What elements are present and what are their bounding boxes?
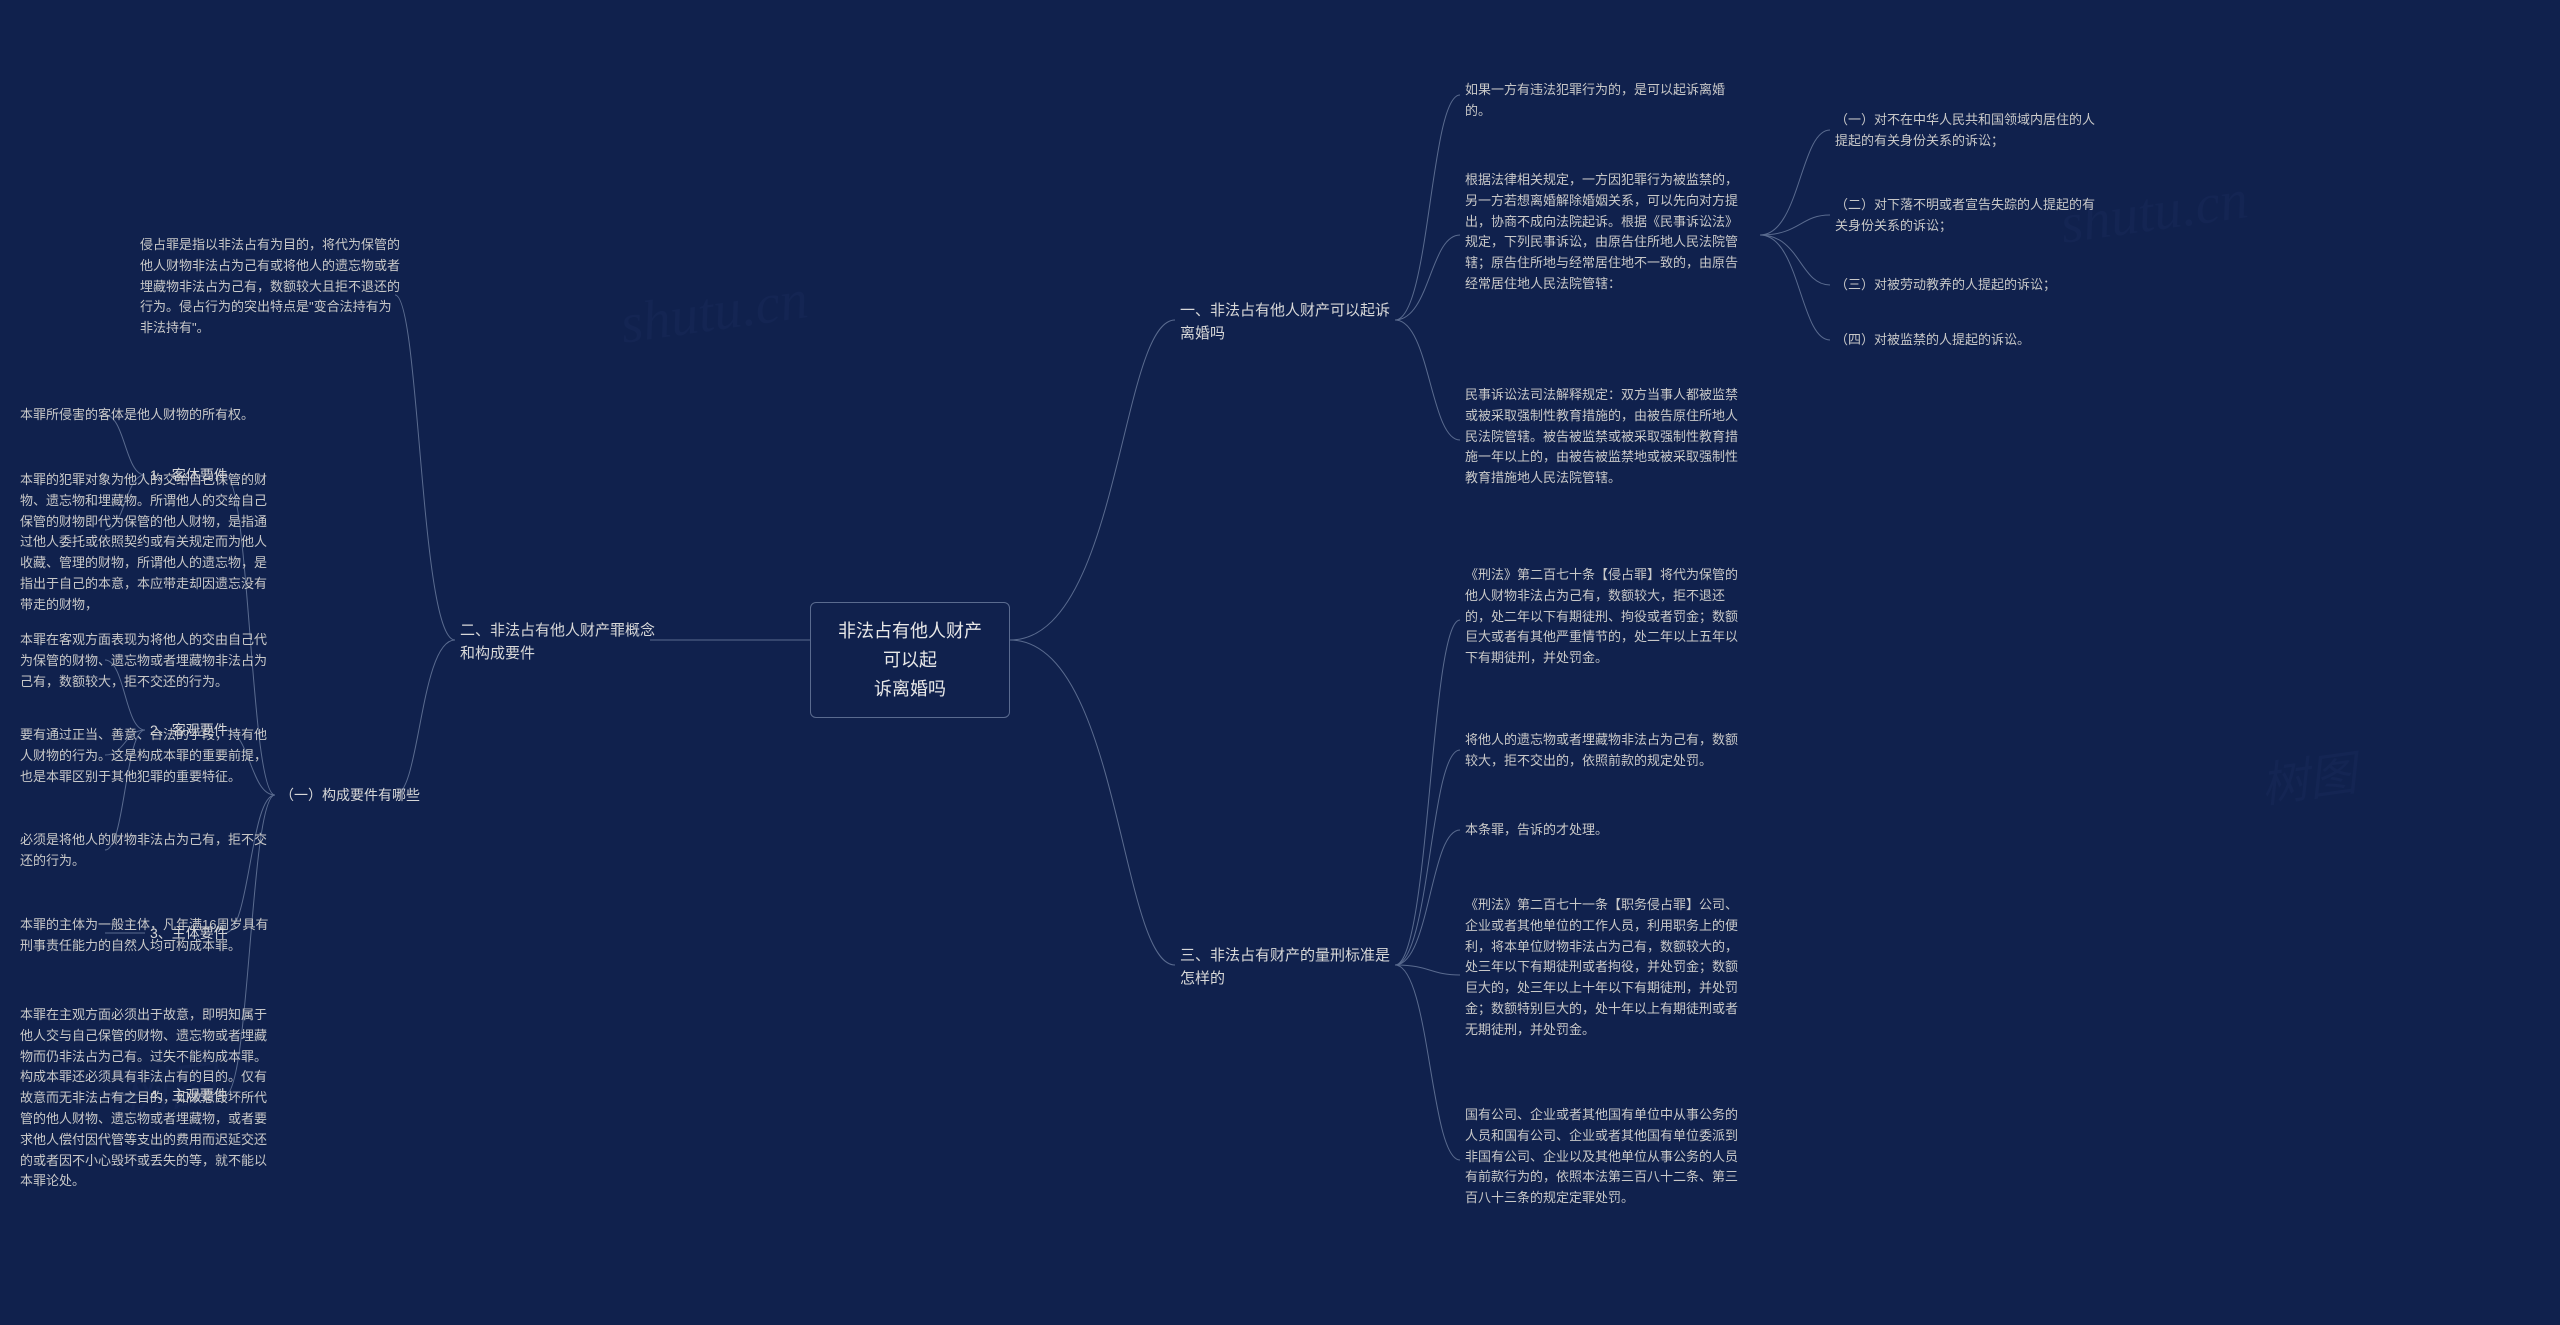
branch1-sub-2: （三）对被劳动教养的人提起的诉讼； — [1835, 275, 2056, 296]
watermark-shutu-1: shutu.cn — [616, 267, 811, 357]
branch3-leaf-1: 将他人的遗忘物或者埋藏物非法占为己有，数额较大，拒不交出的，依照前款的规定处罚。 — [1465, 730, 1745, 772]
branch2-intro: 侵占罪是指以非法占有为目的，将代为保管的他人财物非法占为己有或将他人的遗忘物或者… — [140, 235, 400, 339]
center-node: 非法占有他人财产可以起 诉离婚吗 — [810, 602, 1010, 718]
item1-leaf-0: 本罪所侵害的客体是他人财物的所有权。 — [20, 405, 275, 426]
branch1-label: 一、非法占有他人财产可以起诉离婚吗 — [1180, 300, 1400, 345]
item3-leaf-0: 本罪的主体为一般主体，凡年满16周岁具有刑事责任能力的自然人均可构成本罪。 — [20, 915, 275, 957]
branch3-leaf-4: 国有公司、企业或者其他国有单位中从事公务的人员和国有公司、企业或者其他国有单位委… — [1465, 1105, 1745, 1209]
branch3-leaf-2: 本条罪，告诉的才处理。 — [1465, 820, 1608, 841]
branch2-sub1-label: （一）构成要件有哪些 — [280, 785, 420, 806]
watermark-tree-2: 树图 — [2256, 734, 2361, 817]
center-title-line2: 诉离婚吗 — [833, 675, 987, 704]
branch3-label: 三、非法占有财产的量刑标准是怎样的 — [1180, 945, 1400, 990]
item2-leaf-1: 要有通过正当、善意、合法的手段，持有他人财物的行为。这是构成本罪的重要前提，也是… — [20, 725, 275, 787]
branch2-label: 二、非法占有他人财产罪概念和构成要件 — [460, 620, 655, 665]
branch1-sub-1: （二）对下落不明或者宣告失踪的人提起的有关身份关系的诉讼； — [1835, 195, 2095, 237]
branch1-leaf-1: 根据法律相关规定，一方因犯罪行为被监禁的，另一方若想离婚解除婚姻关系，可以先向对… — [1465, 170, 1745, 295]
center-title-line1: 非法占有他人财产可以起 — [833, 617, 987, 675]
item4-leaf-0: 本罪在主观方面必须出于故意，即明知属于他人交与自己保管的财物、遗忘物或者埋藏物而… — [20, 1005, 275, 1192]
branch3-leaf-0: 《刑法》第二百七十条【侵占罪】将代为保管的他人财物非法占为己有，数额较大，拒不退… — [1465, 565, 1745, 669]
item2-leaf-0: 本罪在客观方面表现为将他人的交由自己代为保管的财物、遗忘物或者埋藏物非法占为己有… — [20, 630, 275, 692]
branch1-sub-3: （四）对被监禁的人提起的诉讼。 — [1835, 330, 2030, 351]
item2-leaf-2: 必须是将他人的财物非法占为己有，拒不交还的行为。 — [20, 830, 275, 872]
branch1-leaf-0: 如果一方有违法犯罪行为的，是可以起诉离婚的。 — [1465, 80, 1745, 122]
branch1-leaf-2: 民事诉讼法司法解释规定：双方当事人都被监禁或被采取强制性教育措施的，由被告原住所… — [1465, 385, 1745, 489]
connectors-svg — [0, 0, 2560, 1325]
item1-leaf-1: 本罪的犯罪对象为他人的交给自己保管的财物、遗忘物和埋藏物。所谓他人的交给自己保管… — [20, 470, 275, 616]
branch3-leaf-3: 《刑法》第二百七十一条【职务侵占罪】公司、企业或者其他单位的工作人员，利用职务上… — [1465, 895, 1745, 1041]
branch1-sub-0: （一）对不在中华人民共和国领域内居住的人提起的有关身份关系的诉讼； — [1835, 110, 2095, 152]
